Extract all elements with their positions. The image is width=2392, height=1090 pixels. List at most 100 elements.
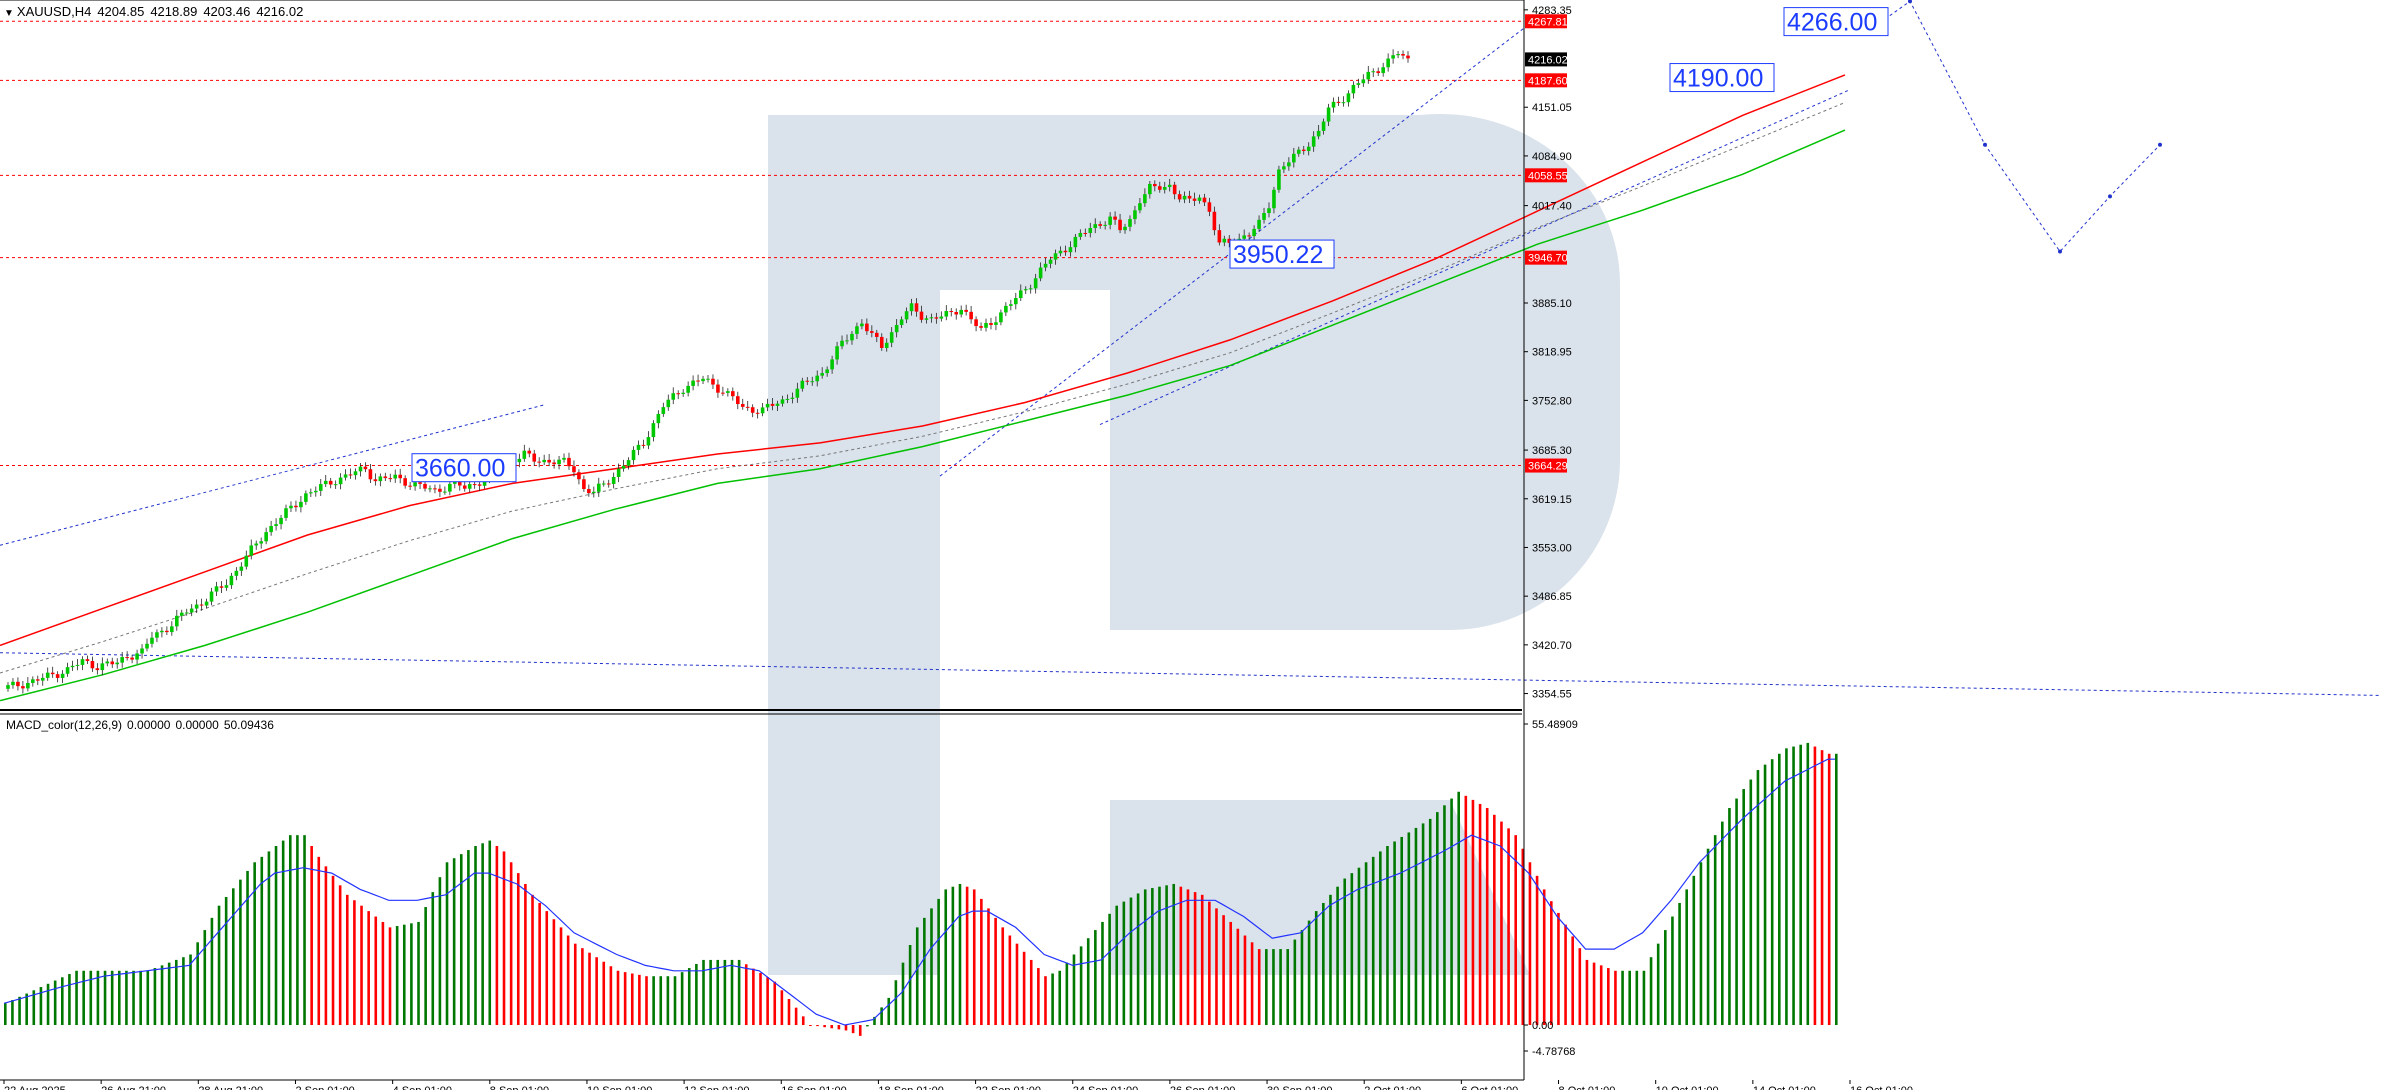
- macd-bar: [1371, 856, 1375, 1026]
- candle-body: [65, 667, 70, 674]
- candle-body: [517, 458, 522, 463]
- macd-bar: [1001, 927, 1005, 1026]
- candle-body: [1177, 194, 1182, 200]
- candle-body: [155, 632, 159, 638]
- candle-body: [934, 317, 939, 319]
- candle-body: [721, 392, 725, 394]
- macd-bar: [1151, 888, 1154, 1026]
- macd-bar: [609, 966, 613, 1026]
- y-tick-label: 3619.15: [1532, 494, 1572, 506]
- candle-body: [1287, 162, 1291, 167]
- macd-bar: [951, 886, 955, 1026]
- candle-body: [567, 457, 571, 467]
- macd-bar: [1158, 886, 1161, 1026]
- macd-bar: [1243, 935, 1247, 1026]
- macd-bar: [1756, 770, 1760, 1026]
- macd-bar: [830, 1025, 834, 1029]
- candle-body: [1257, 219, 1261, 229]
- chevron-down-icon[interactable]: ▼: [4, 8, 14, 19]
- candle-body: [711, 378, 715, 385]
- candle-body: [929, 317, 934, 319]
- trendline-support: [0, 652, 2381, 696]
- y-tick-label: 4283.35: [1532, 5, 1572, 17]
- macd-bar: [281, 840, 285, 1026]
- candle-body: [174, 615, 179, 627]
- macd-bar: [182, 957, 185, 1026]
- macd-bar: [1685, 889, 1688, 1026]
- macd-y-tick-label: -4.78768: [1532, 1046, 1575, 1058]
- candle-body: [701, 378, 705, 382]
- candle-body: [1311, 136, 1316, 147]
- candle-body: [289, 505, 293, 509]
- time-axis[interactable]: 22 Aug 2025 26 Aug 21:00 28 Aug 21:00 2 Sep…: [3, 1080, 1913, 1090]
- candle-body: [6, 685, 10, 689]
- macd-bar: [68, 974, 71, 1026]
- candle-body: [845, 340, 849, 342]
- candle-body: [383, 476, 388, 479]
- macd-bar: [11, 1000, 14, 1026]
- macd-bar: [1749, 779, 1753, 1026]
- candle-body: [1272, 189, 1276, 209]
- macd-bar: [1193, 892, 1197, 1026]
- macd-bar: [1058, 970, 1062, 1026]
- macd-bar: [360, 905, 363, 1026]
- macd-value-2: 0.00000: [175, 718, 219, 732]
- macd-bar: [1300, 930, 1304, 1026]
- macd-bar: [1179, 886, 1183, 1026]
- macd-bar: [1022, 951, 1026, 1026]
- macd-bar: [1343, 878, 1347, 1026]
- candle-body: [333, 484, 338, 486]
- candle-body: [999, 312, 1003, 323]
- candle-body: [40, 677, 45, 681]
- x-tick-label: 10 Sep 01:00: [587, 1085, 652, 1090]
- macd-bar: [1763, 764, 1767, 1026]
- macd-bar: [809, 1025, 812, 1027]
- macd-bar: [1236, 928, 1240, 1026]
- candle-body: [547, 459, 551, 463]
- candle-body: [924, 318, 929, 320]
- macd-bar: [167, 962, 171, 1026]
- candle-body: [1376, 71, 1381, 74]
- macd-bar: [4, 1003, 7, 1026]
- candle-body: [1192, 198, 1197, 201]
- macd-bar: [1607, 968, 1610, 1026]
- candle-body: [150, 637, 154, 644]
- macd-value-3: 50.09436: [223, 718, 274, 732]
- candle-body: [323, 480, 328, 485]
- macd-bar: [1086, 938, 1090, 1026]
- candle-body: [582, 479, 586, 490]
- macd-bar: [794, 1007, 798, 1026]
- macd-bar: [260, 856, 264, 1026]
- price-tag: 4187.60: [1528, 75, 1568, 87]
- candle-body: [1103, 224, 1107, 226]
- candle-body: [1009, 304, 1013, 306]
- candle-body: [408, 485, 412, 487]
- macd-bar: [616, 970, 620, 1026]
- macd-value-1: 0.00000: [127, 718, 171, 732]
- macd-bar: [1713, 835, 1717, 1026]
- macd-bar: [1265, 949, 1268, 1026]
- macd-bar: [744, 964, 748, 1026]
- candle-body: [1162, 187, 1167, 190]
- candle-body: [745, 406, 750, 408]
- candle-body: [611, 476, 616, 484]
- macd-bar: [1257, 949, 1261, 1026]
- candle-body: [884, 342, 889, 348]
- macd-bar: [1628, 970, 1631, 1026]
- candle-body: [587, 489, 591, 494]
- macd-bar: [908, 945, 912, 1026]
- x-tick-label: 30 Sep 01:00: [1267, 1085, 1332, 1090]
- candle-body: [1396, 54, 1400, 56]
- candle-body: [979, 326, 983, 328]
- candle-body: [1336, 101, 1341, 103]
- candle-body: [825, 369, 829, 374]
- macd-bar: [659, 976, 663, 1026]
- macd-bar: [1386, 846, 1389, 1026]
- macd-bar: [1108, 913, 1111, 1026]
- candle-body: [165, 630, 169, 633]
- macd-bar: [837, 1025, 841, 1030]
- macd-bar: [1400, 836, 1404, 1026]
- price-axis[interactable]: 4267.81 4216.02 4187.60 4058.55 3946.70 3664.…: [1524, 5, 1578, 1058]
- candle-body: [239, 566, 244, 571]
